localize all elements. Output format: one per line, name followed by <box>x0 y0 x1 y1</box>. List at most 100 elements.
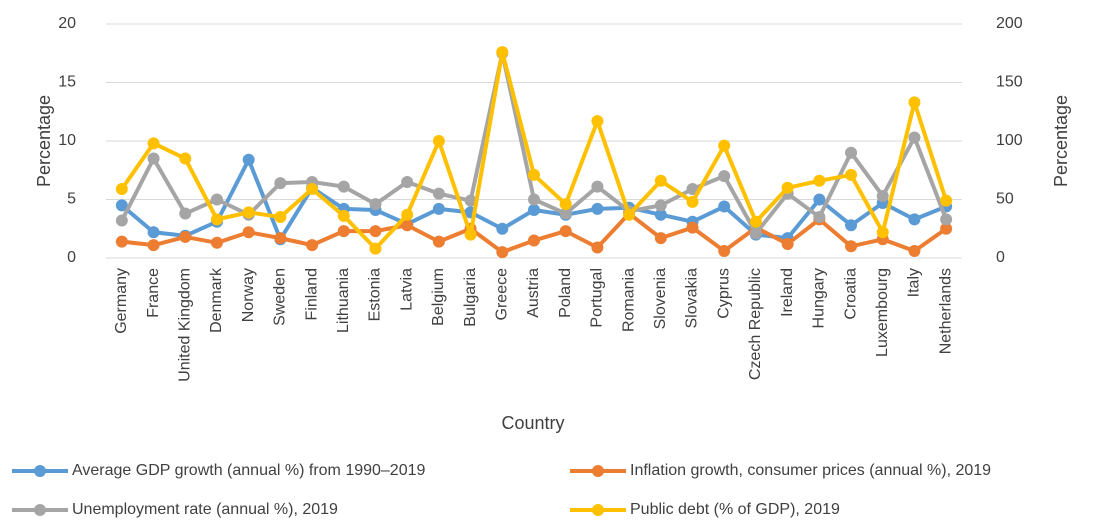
y-tick-label: 20 <box>58 15 76 32</box>
point <box>528 234 540 247</box>
point <box>654 208 667 221</box>
point <box>432 135 445 147</box>
legend-label: Unemployment rate (annual %), 2019 <box>72 501 338 518</box>
point <box>559 198 572 211</box>
point <box>845 168 858 181</box>
point <box>337 209 350 222</box>
point <box>210 236 223 249</box>
y-tick-label: 15 <box>58 74 76 91</box>
y2-tick-label: 0 <box>996 249 1005 266</box>
x-tick-label: Lithuania <box>335 268 352 333</box>
point <box>432 202 445 215</box>
x-tick-label: Portugal <box>589 268 606 328</box>
point <box>496 222 509 235</box>
x-tick-label: Italy <box>906 268 923 297</box>
point <box>654 232 667 245</box>
x-tick-label: Poland <box>557 268 574 318</box>
point <box>559 207 572 220</box>
point <box>528 193 540 206</box>
point <box>179 152 192 165</box>
point <box>749 227 762 240</box>
point <box>876 189 889 202</box>
point <box>686 221 699 234</box>
y2-tick-label: 150 <box>996 74 1023 91</box>
point <box>940 194 953 207</box>
x-tick-label: Estonia <box>367 268 384 321</box>
point <box>496 46 509 59</box>
point <box>686 195 699 208</box>
point <box>813 193 826 206</box>
x-tick-label: Austria <box>525 268 542 318</box>
x-tick-label: Netherlands <box>937 268 954 354</box>
point <box>908 96 921 109</box>
point <box>718 244 731 257</box>
point <box>464 194 477 207</box>
point <box>306 239 319 252</box>
x-tick-label: Romania <box>620 268 637 332</box>
point <box>623 208 636 221</box>
x-tick-label: Greece <box>494 268 511 321</box>
legend-label: Average GDP growth (annual %) from 1990–… <box>72 462 426 479</box>
x-tick-label: Ireland <box>779 268 796 317</box>
x-tick-label: Norway <box>240 268 257 322</box>
x-tick-label: Cyprus <box>715 268 732 319</box>
legend-marker <box>34 504 46 516</box>
x-tick-label: Bulgaria <box>462 268 479 327</box>
x-tick-label: Belgium <box>430 268 447 326</box>
point <box>369 242 382 255</box>
x-tick-label: Slovakia <box>684 268 701 329</box>
point <box>813 174 826 187</box>
x-tick-label: Latvia <box>398 268 415 311</box>
y2-axis-title: Percentage <box>1051 95 1071 187</box>
point <box>940 213 953 226</box>
point <box>337 180 350 193</box>
x-tick-label: France <box>145 268 162 318</box>
point <box>718 139 731 152</box>
point <box>242 153 255 166</box>
point <box>147 239 160 252</box>
legend: Average GDP growth (annual %) from 1990–… <box>12 462 991 518</box>
point <box>749 215 762 228</box>
y-axis-title: Percentage <box>34 95 54 187</box>
point <box>432 235 445 248</box>
point <box>179 207 192 220</box>
point <box>274 211 287 224</box>
point <box>496 246 509 259</box>
point <box>210 213 223 226</box>
point <box>147 152 160 165</box>
point <box>559 225 572 238</box>
x-tick-label: Luxembourg <box>874 268 891 357</box>
point <box>781 237 794 250</box>
legend-marker <box>34 465 46 477</box>
x-tick-label: Denmark <box>208 267 225 333</box>
point <box>845 146 858 159</box>
point <box>908 131 921 144</box>
point <box>401 219 414 232</box>
point <box>464 228 477 241</box>
point <box>876 226 889 239</box>
legend-label: Public debt (% of GDP), 2019 <box>630 501 840 518</box>
x-tick-label: Croatia <box>842 268 859 320</box>
x-axis-title: Country <box>501 413 564 433</box>
x-tick-label: United Kingdom <box>176 268 193 382</box>
point <box>401 175 414 188</box>
point <box>591 241 604 254</box>
y2-tick-label: 100 <box>996 132 1023 149</box>
x-tick-label: Germany <box>113 268 130 334</box>
y-tick-label: 10 <box>58 132 76 149</box>
x-tick-label: Finland <box>303 268 320 320</box>
point <box>654 199 667 212</box>
point <box>845 240 858 253</box>
point <box>940 222 953 235</box>
x-tick-label: Czech Republic <box>747 268 764 380</box>
point <box>179 230 192 243</box>
point <box>242 226 255 239</box>
point <box>274 177 287 190</box>
point <box>908 213 921 226</box>
point <box>686 182 699 195</box>
point <box>369 198 382 211</box>
point <box>718 170 731 183</box>
legend-marker <box>592 465 604 477</box>
y2-tick-label: 50 <box>996 191 1014 208</box>
